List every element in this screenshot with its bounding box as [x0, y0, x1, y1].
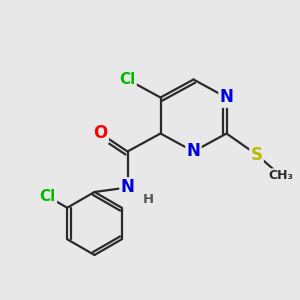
Text: S: S: [250, 146, 262, 164]
Text: N: N: [220, 88, 233, 106]
Text: Cl: Cl: [40, 189, 56, 204]
Text: H: H: [143, 193, 154, 206]
Text: CH₃: CH₃: [268, 169, 293, 182]
Text: N: N: [187, 142, 200, 160]
Text: Cl: Cl: [119, 72, 136, 87]
Text: O: O: [93, 124, 108, 142]
Text: N: N: [121, 178, 134, 196]
